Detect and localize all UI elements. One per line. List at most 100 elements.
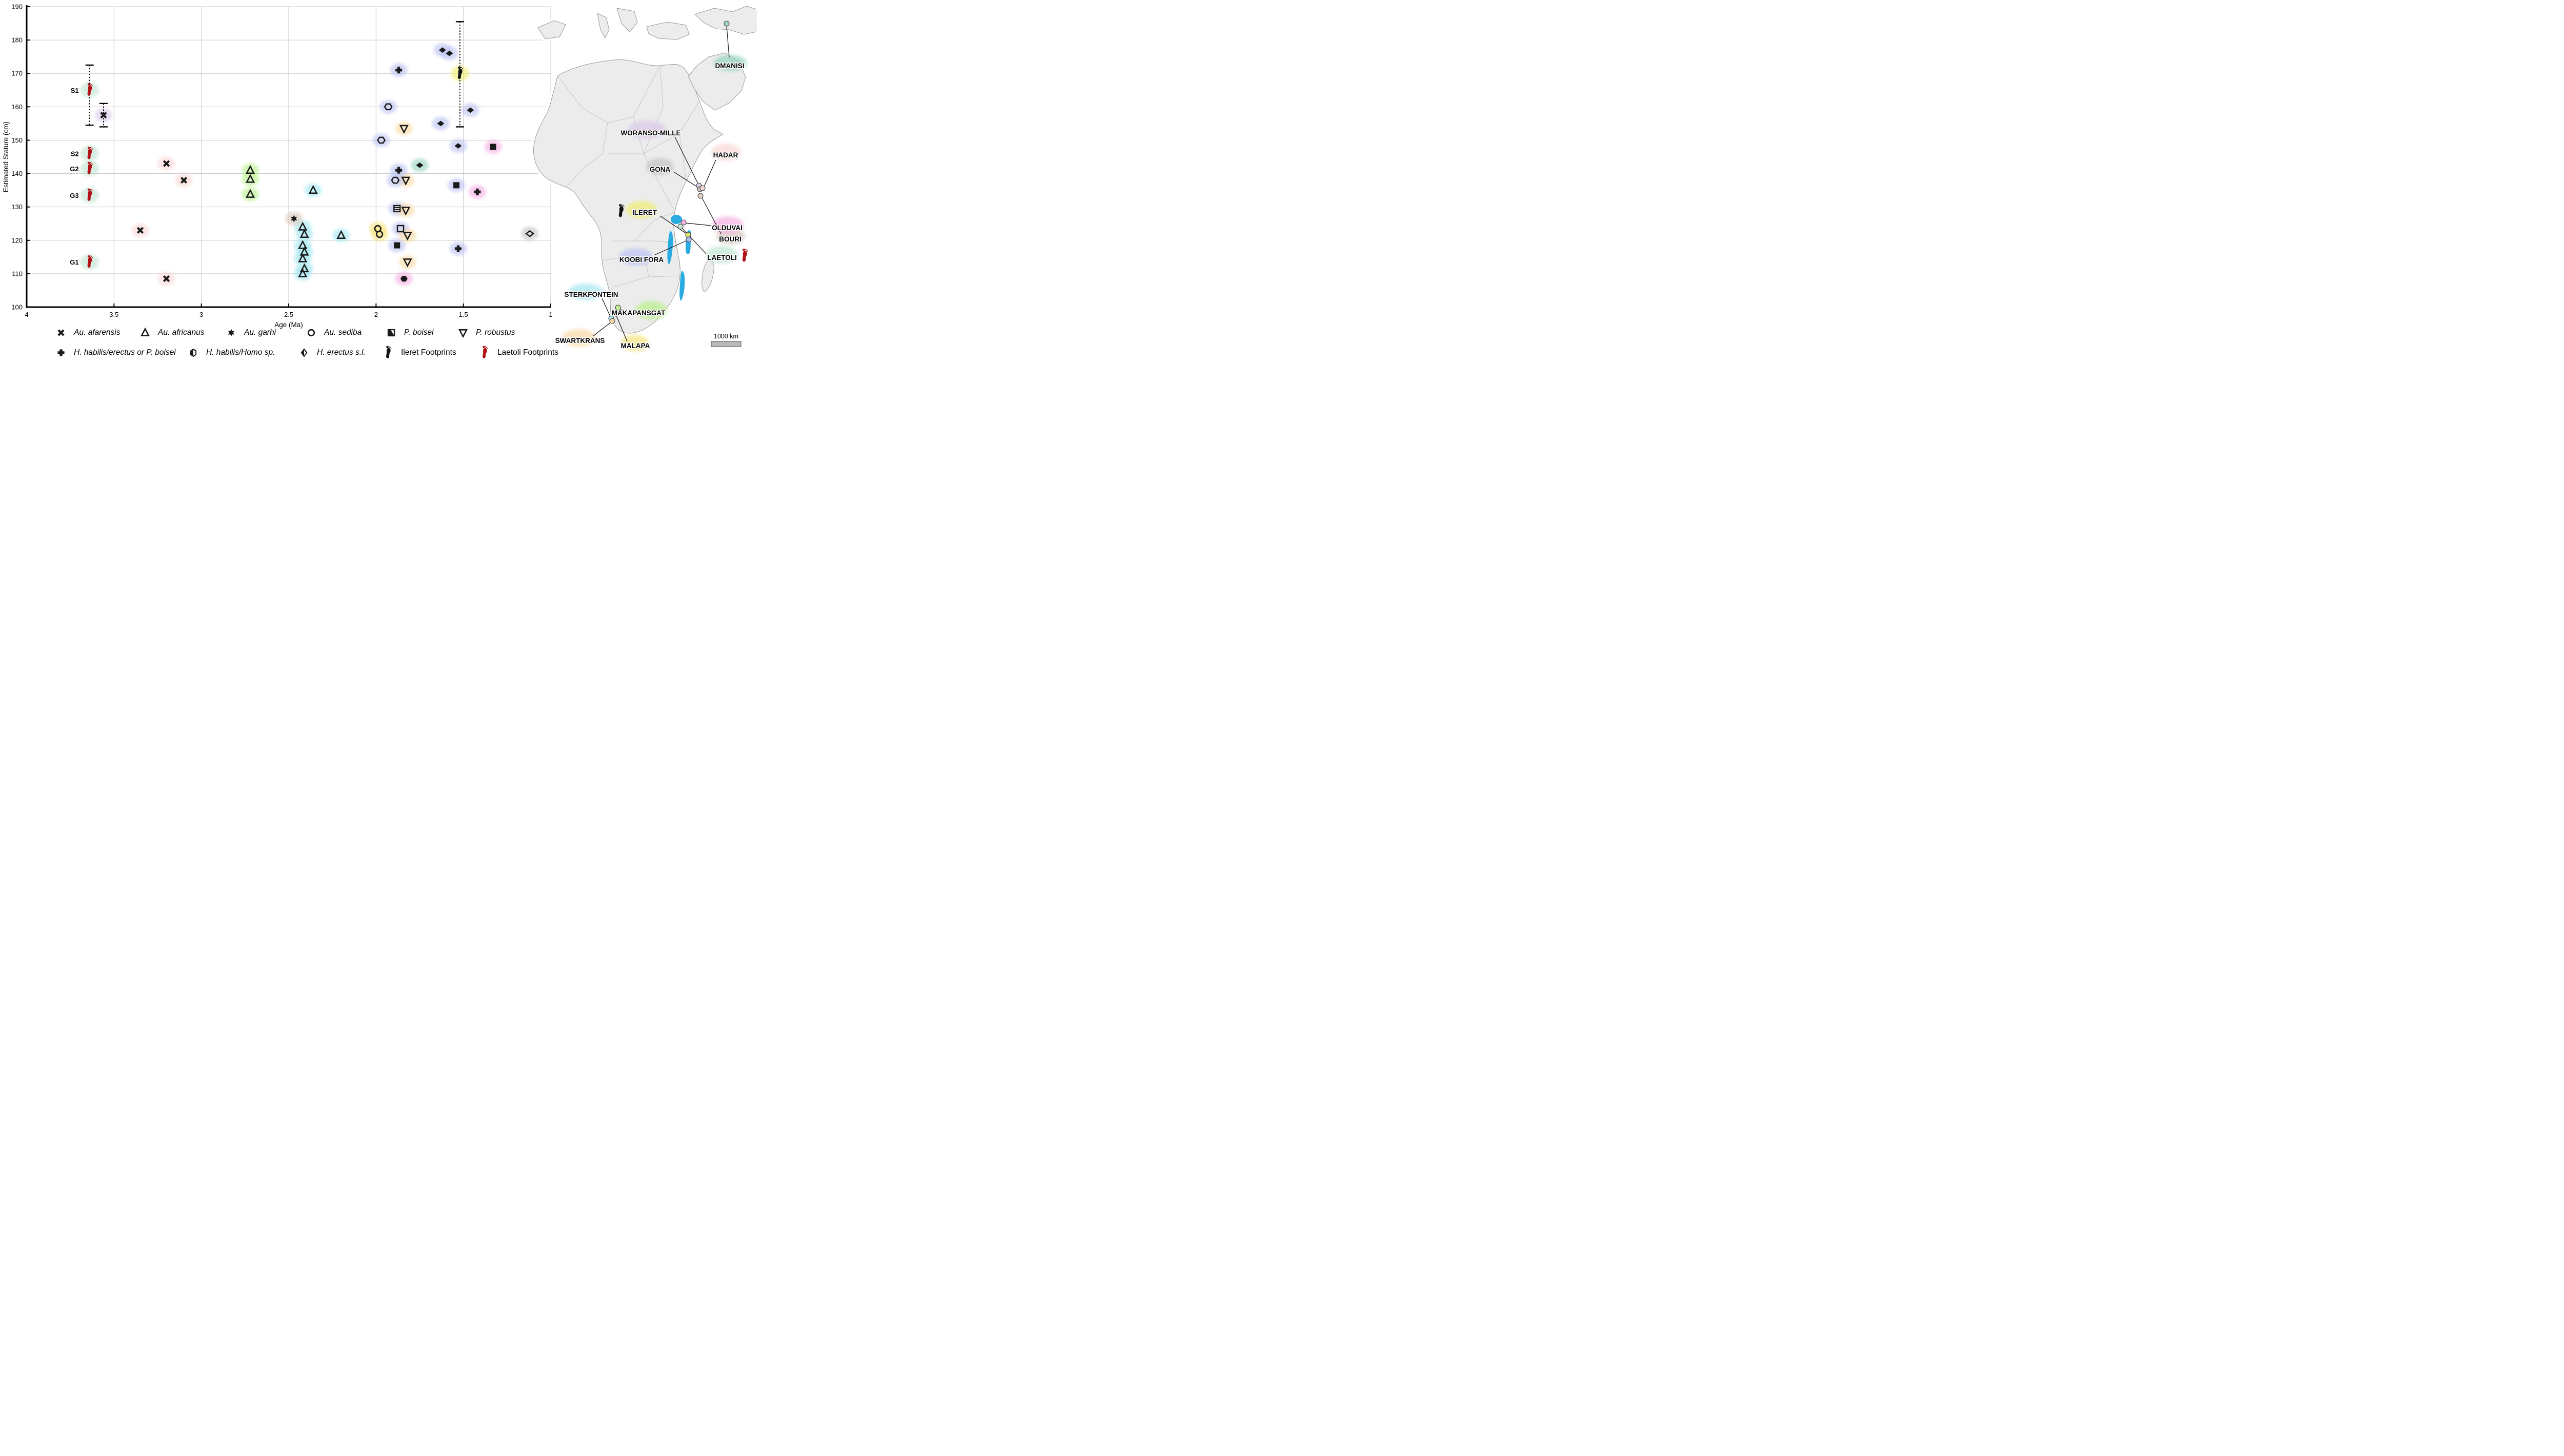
trackway-label-S2: S2 [71,150,79,157]
plus-icon [57,349,65,356]
data-point [87,255,93,268]
x-tick-label: 2 [374,311,378,318]
data-point [437,120,445,127]
data-point [308,185,318,194]
legend-item: Au. garhi [224,324,276,341]
y-tick-label: 100 [11,303,23,311]
site-label-makapansgat: MAKAPANSGAT [612,309,666,317]
legend-label: Au. afarensis [74,328,121,337]
legend-label: P. boisei [404,328,434,337]
data-point [246,174,255,183]
y-axis-title: Estimated Stature (cm) [2,122,10,192]
site-label-ileret: ILERET [632,209,657,216]
legend-label: Au. garhi [244,328,276,337]
site-halo-koobi [379,99,397,114]
x-tick-label: 3 [199,311,203,318]
footprint-icon [742,249,748,262]
site-marker-makapansgat [615,305,621,311]
footblack-icon [386,346,392,359]
data-point [246,189,255,198]
data-point [395,167,403,174]
data-point [376,230,384,238]
scatter-plot: S1 S2 G2 G3 G1 100 110 120 130 140 150 160 170 180 190… [2,3,553,329]
data-point [163,160,170,167]
site-marker-ileret [685,232,691,238]
legend-item: Au. africanus [137,324,204,341]
site-marker-dmanisi [724,21,730,27]
site-halo-malapa [371,227,389,241]
x-axis-title: Age (Ma) [274,321,303,329]
legend-item: Ileret Footprints [380,344,456,361]
site-marker-hadar [699,185,706,191]
y-tick-label: 110 [12,270,23,277]
site-halo-koobi [386,173,404,188]
site-marker-malapa [613,311,619,317]
y-tick-label: 140 [11,170,23,177]
data-point [446,50,453,56]
data-point [391,176,400,184]
footprint-icon [618,204,625,217]
y-tick-label: 120 [11,236,23,244]
legend-item: Laetoli Footprints [477,344,558,361]
data-point [299,229,309,238]
site-halo-koobi [372,133,390,147]
data-point [453,182,460,189]
x-tick-label: 2.5 [284,311,293,318]
legend-item: Au. sediba [304,324,362,341]
map-site-halos [562,55,747,351]
trackway-label-G3: G3 [70,192,78,199]
x-tick-label: 3.5 [109,311,118,318]
site-marker-olduvai [680,219,687,226]
site-label-olduvai: OLDUVAI [712,224,743,232]
data-point [181,176,188,184]
scale-bar-label: 1000 km [714,333,738,340]
squarehalf-icon [387,329,395,337]
data-point [298,253,308,262]
site-labels: DMANISI WORANSO-MILLE GONA HADAR BOURI ILERET… [554,62,748,351]
triangle-icon [140,327,150,336]
site-label-swartkrans: SWARTKRANS [555,337,605,345]
data-point [299,247,309,256]
scale-bar: 1000 km [711,332,742,347]
legend-label: H. habilis/Homo sp. [206,348,275,357]
data-point [394,242,400,249]
data-point [87,161,93,174]
y-tick-label: 180 [11,36,23,44]
data-points [87,47,535,282]
data-point [395,67,403,74]
legend-item: P. boisei [384,324,433,341]
site-marker-swartkrans [609,318,615,324]
site-halo-gona [521,227,539,241]
site-label-hadar: HADAR [713,151,738,159]
legend-item: P. robustus [455,324,515,341]
trackway-label-G2: G2 [70,165,78,173]
data-point [298,268,308,277]
data-point [87,147,93,159]
africa-site-map: DMANISI WORANSO-MILLE GONA HADAR BOURI ILERET… [531,4,756,351]
data-point [87,188,93,201]
data-point [396,225,405,233]
site-label-malapa: MALAPA [621,342,650,350]
diamondvhalf-icon [301,348,308,357]
trackway-labels: S1 S2 G2 G3 G1 [70,87,78,266]
data-point [291,215,297,223]
data-point [438,47,446,53]
data-point [246,165,255,174]
xmark-icon [57,329,65,336]
data-point [299,263,309,273]
data-point [298,221,308,231]
y-tick-label: 150 [11,136,23,144]
y-tick-label: 170 [11,70,23,77]
lake-tanganyika [667,231,673,265]
legend-item: H. habilis/Homo sp. [186,344,275,361]
trackway-label-G1: G1 [70,258,78,266]
trackway-label-S1: S1 [71,87,79,94]
data-point [401,176,411,186]
data-point [467,107,474,113]
site-label-koobi-fora: KOOBI FORA [619,256,664,264]
lake-victoria [671,215,682,224]
data-point [454,245,462,252]
hexvhalf-icon [190,348,197,357]
data-point [403,232,412,241]
data-point [384,103,393,111]
